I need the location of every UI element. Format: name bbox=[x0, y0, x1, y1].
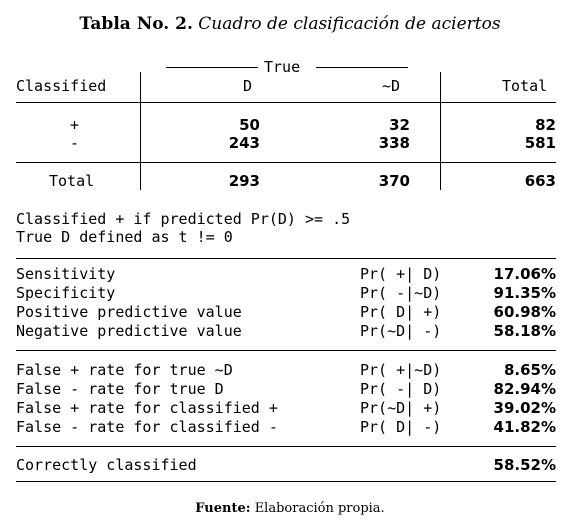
body-rule bbox=[16, 162, 556, 163]
stat-fp-true-nd-label: False + rate for true ~D bbox=[16, 361, 233, 379]
stat-fp-classified-label: False + rate for classified + bbox=[16, 399, 278, 417]
total-row-total: 663 bbox=[524, 172, 556, 190]
vsep-right bbox=[440, 72, 441, 190]
stat-fp-classified-value: 39.02% bbox=[493, 399, 556, 417]
stat-specificity-expr: Pr( -|~D) bbox=[360, 284, 442, 302]
stat-fp-true-nd-value: 8.65% bbox=[503, 361, 556, 379]
correct-rule-top bbox=[16, 446, 556, 447]
row-plus-total: 82 bbox=[535, 116, 556, 134]
row-plus-nd: 32 bbox=[389, 116, 410, 134]
col-header-d: D bbox=[243, 77, 253, 95]
row-plus-d: 50 bbox=[239, 116, 260, 134]
source-note: Fuente: Elaboración propia. bbox=[0, 501, 580, 516]
source-label: Fuente: bbox=[195, 501, 251, 516]
stat-npv-value: 58.18% bbox=[493, 322, 556, 340]
source-text: Elaboración propia. bbox=[254, 501, 385, 516]
row-minus-nd: 338 bbox=[378, 134, 410, 152]
stat-fp-true-nd-expr: Pr( +|~D) bbox=[360, 361, 442, 379]
note-classified-rule: Classified + if predicted Pr(D) >= .5 bbox=[16, 210, 351, 228]
true-rule-left bbox=[166, 67, 258, 68]
total-row-d: 293 bbox=[228, 172, 260, 190]
stat-ppv-label: Positive predictive value bbox=[16, 303, 242, 321]
true-rule-right bbox=[316, 67, 408, 68]
stats2-rule bbox=[16, 350, 556, 351]
stat-fn-true-d-value: 82.94% bbox=[493, 380, 556, 398]
stat-sensitivity-label: Sensitivity bbox=[16, 265, 116, 283]
table-number: Tabla No. 2. bbox=[79, 14, 193, 34]
note-true-definition: True D defined as t != 0 bbox=[16, 228, 233, 246]
stat-specificity-value: 91.35% bbox=[493, 284, 556, 302]
row-plus-label: + bbox=[70, 116, 80, 134]
stat-fp-classified-expr: Pr(~D| +) bbox=[360, 399, 442, 417]
stat-npv-label: Negative predictive value bbox=[16, 322, 242, 340]
stat-fn-classified-expr: Pr( D| -) bbox=[360, 418, 442, 436]
stats1-rule bbox=[16, 258, 556, 259]
stat-fn-true-d-expr: Pr( -| D) bbox=[360, 380, 442, 398]
row-minus-d: 243 bbox=[228, 134, 260, 152]
true-header: True bbox=[264, 58, 301, 76]
stat-fn-classified-value: 41.82% bbox=[493, 418, 556, 436]
stat-fn-true-d-label: False - rate for true D bbox=[16, 380, 224, 398]
table-title: Tabla No. 2. Cuadro de clasificación de … bbox=[0, 14, 580, 34]
correct-value: 58.52% bbox=[493, 456, 556, 474]
total-row-label: Total bbox=[49, 172, 95, 190]
row-minus-label: - bbox=[70, 134, 80, 152]
table-caption: Cuadro de clasificación de aciertos bbox=[198, 14, 501, 34]
header-rule bbox=[16, 102, 556, 103]
correct-label: Correctly classified bbox=[16, 456, 197, 474]
col-header-nd: ~D bbox=[382, 77, 401, 95]
vsep-left bbox=[140, 72, 141, 190]
col-header-total: Total bbox=[502, 77, 548, 95]
stat-npv-expr: Pr(~D| -) bbox=[360, 322, 442, 340]
correct-rule-bottom bbox=[16, 481, 556, 482]
stat-sensitivity-value: 17.06% bbox=[493, 265, 556, 283]
stat-ppv-value: 60.98% bbox=[493, 303, 556, 321]
stat-specificity-label: Specificity bbox=[16, 284, 116, 302]
stat-sensitivity-expr: Pr( +| D) bbox=[360, 265, 442, 283]
row-minus-total: 581 bbox=[524, 134, 556, 152]
classified-header: Classified bbox=[16, 77, 107, 95]
stat-fn-classified-label: False - rate for classified - bbox=[16, 418, 278, 436]
total-row-nd: 370 bbox=[378, 172, 410, 190]
stat-ppv-expr: Pr( D| +) bbox=[360, 303, 442, 321]
